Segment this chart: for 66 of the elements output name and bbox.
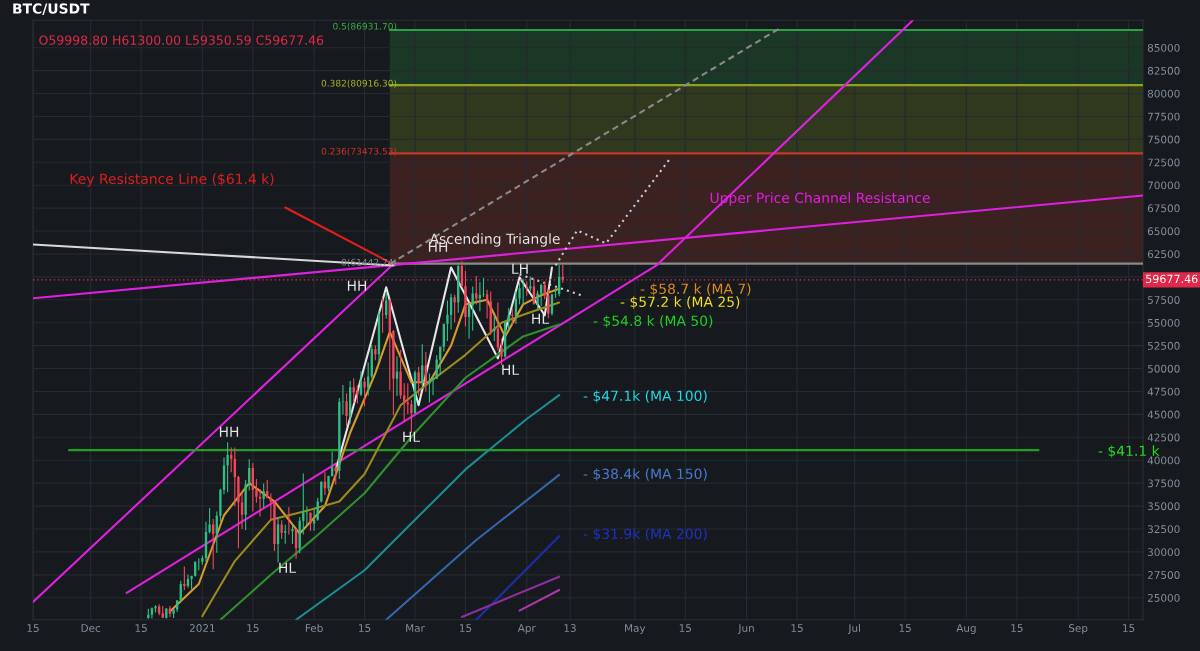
- y-tick-label: 45000: [1147, 410, 1180, 419]
- x-tick-label: Feb: [305, 623, 323, 632]
- x-tick-label: Apr: [517, 624, 536, 634]
- y-tick-label: 85000: [1147, 43, 1180, 52]
- y-tick-label: 62500: [1147, 250, 1180, 259]
- x-tick-label: 15: [791, 624, 803, 632]
- y-tick-label: 82500: [1147, 66, 1180, 75]
- x-tick-label: 15: [247, 624, 259, 632]
- x-tick-label: 2021: [189, 624, 215, 632]
- x-tick-label: 15: [459, 624, 472, 632]
- y-tick-label: 77500: [1148, 112, 1180, 121]
- y-tick-label: 30000: [1147, 548, 1180, 557]
- y-tick-label: 67500: [1147, 204, 1180, 213]
- y-tick-label: 57500: [1147, 296, 1180, 304]
- annotation: HH: [347, 280, 367, 291]
- x-tick-label: Dec: [81, 624, 101, 632]
- annotation: 0.382(80916.30): [321, 79, 397, 88]
- annotation: - $58.7 k (MA 7): [640, 283, 751, 296]
- annotation: - $54.8 k (MA 50): [593, 315, 713, 328]
- annotation: HH: [219, 426, 239, 437]
- y-tick-label: 80000: [1147, 89, 1180, 98]
- annotation: 0.5(86931.70): [333, 22, 397, 31]
- y-tick-label: 70000: [1148, 181, 1180, 190]
- text: O59998.80 H61300.00 L59350.59 C59677.46: [39, 35, 324, 45]
- x-tick-label: Jun: [737, 624, 754, 634]
- y-tick-label: 25000: [1147, 593, 1180, 602]
- y-tick-label: 52500: [1147, 341, 1180, 350]
- annotation: HL: [279, 562, 297, 573]
- x-tick-label: 15: [1123, 624, 1135, 632]
- y-tick-label: 75000: [1148, 135, 1180, 144]
- chart-title: BTC/USDT: [13, 3, 90, 15]
- annotation: HL: [502, 364, 520, 375]
- annotation: - $47.1k (MA 100): [583, 390, 707, 403]
- ref-line-label: 59677.46: [1146, 274, 1198, 284]
- x-tick-label: 15: [359, 624, 371, 632]
- x-tick-label: 15: [899, 624, 911, 632]
- y-tick-label: 37500: [1147, 479, 1180, 488]
- y-tick-label: 72500: [1148, 158, 1180, 167]
- y-tick-label: 50000: [1147, 364, 1180, 373]
- x-tick-label: 15: [679, 624, 692, 632]
- annotation: 0.236(73473.53): [321, 147, 397, 156]
- y-tick-label: 55000: [1147, 318, 1180, 327]
- x-tick-label: May: [625, 624, 646, 634]
- annotation: - $31.9k (MA 200): [583, 528, 707, 541]
- x-tick-label: 15: [27, 624, 39, 632]
- x-tick-label: 15: [1011, 624, 1023, 632]
- annotation: - $38.4k (MA 150): [583, 468, 707, 481]
- annotation: Key Resistance Line ($61.4 k): [70, 173, 274, 187]
- y-tick-label: 42500: [1147, 433, 1180, 442]
- y-tick-label: 65000: [1147, 227, 1180, 236]
- annotation: HL: [532, 313, 550, 324]
- annotation: LH: [512, 263, 528, 274]
- x-tick-label: 13: [564, 624, 576, 632]
- x-tick-label: Sep: [1069, 624, 1088, 634]
- x-tick-label: Jul: [847, 623, 860, 634]
- x-tick-label: Mar: [406, 624, 425, 632]
- y-tick-label: 47500: [1147, 387, 1180, 396]
- y-tick-label: 32500: [1147, 525, 1180, 534]
- annotation: 0(61442.74): [341, 258, 397, 267]
- y-tick-label: 35000: [1147, 502, 1180, 511]
- y-tick-label: 40000: [1147, 456, 1180, 465]
- x-tick-label: 15: [135, 624, 147, 632]
- x-tick-label: Aug: [956, 624, 976, 634]
- y-tick-label: 27500: [1147, 571, 1180, 579]
- annotation: - $57.2 k (MA 25): [620, 296, 740, 309]
- annotation: - $41.1 k: [1098, 445, 1160, 458]
